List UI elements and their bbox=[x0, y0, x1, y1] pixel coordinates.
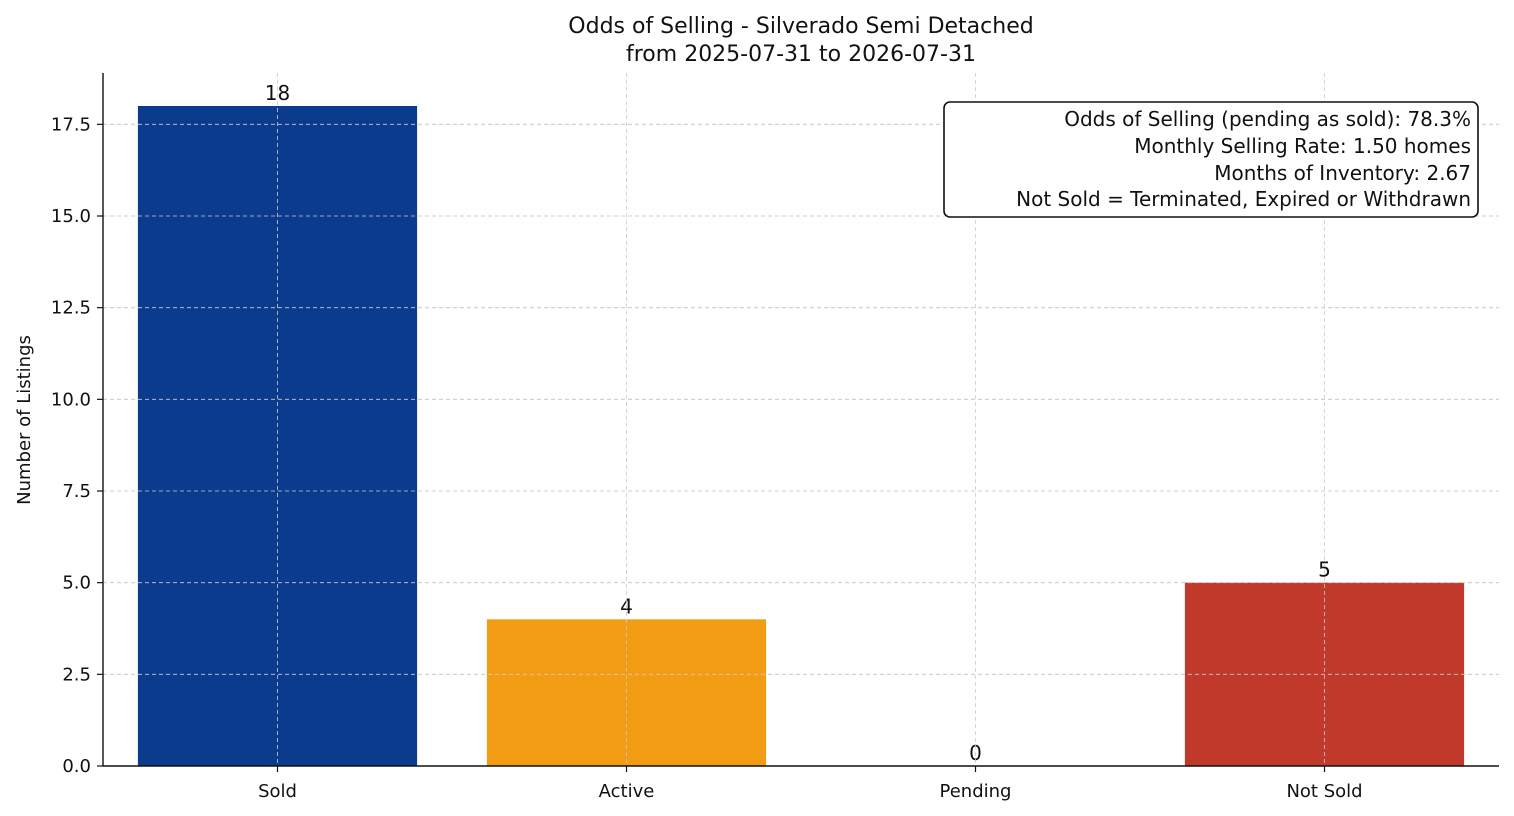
info-box-frame bbox=[943, 101, 1479, 218]
y-tick-label-1: 2.5 bbox=[62, 664, 91, 685]
info-line-inventory: Months of Inventory: 2.67 bbox=[1214, 161, 1471, 185]
x-tick-label-active: Active bbox=[599, 781, 655, 802]
x-tick-label-sold: Sold bbox=[258, 781, 297, 802]
y-tick-label-5: 12.5 bbox=[51, 298, 91, 319]
y-tick-label-0: 0.0 bbox=[62, 756, 91, 777]
y-tick-label-4: 10.0 bbox=[51, 389, 91, 410]
info-box: Odds of Selling (pending as sold): 78.3%… bbox=[943, 101, 1479, 218]
x-tick-label-not-sold: Not Sold bbox=[1286, 781, 1362, 802]
chart-subtitle: from 2025-07-31 to 2026-07-31 bbox=[626, 42, 976, 67]
info-line-not-sold-note: Not Sold = Terminated, Expired or Withdr… bbox=[1016, 187, 1471, 211]
data-label-not-sold: 5 bbox=[1318, 558, 1331, 582]
chart-title: Odds of Selling - Silverado Semi Detache… bbox=[568, 14, 1033, 39]
y-tick-label-6: 15.0 bbox=[51, 206, 91, 227]
y-tick-label-7: 17.5 bbox=[51, 114, 91, 135]
y-tick-label-3: 7.5 bbox=[62, 481, 91, 502]
info-line-selling-rate: Monthly Selling Rate: 1.50 homes bbox=[1134, 134, 1471, 158]
y-axis-label: Number of Listings bbox=[14, 335, 35, 505]
x-tick-label-pending: Pending bbox=[940, 781, 1012, 802]
y-tick-label-2: 5.0 bbox=[62, 573, 91, 594]
info-line-odds: Odds of Selling (pending as sold): 78.3% bbox=[1064, 107, 1471, 131]
axes: 0.0 2.5 5.0 7.5 10.0 12.5 15.0 17.5 Sold Active Pe… bbox=[51, 73, 1499, 802]
bar-sold bbox=[137, 106, 418, 766]
